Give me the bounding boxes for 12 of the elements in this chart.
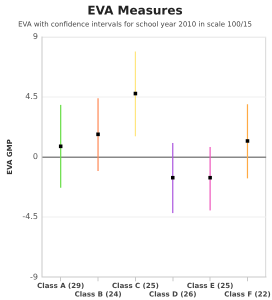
y-tick-label: 4.5 [25,92,38,101]
point [134,92,138,96]
y-tick-label: -4.5 [22,212,38,222]
point [208,176,212,180]
point [96,132,100,136]
y-tick-label: -9 [30,272,38,282]
point [170,176,175,180]
point [58,144,62,148]
y-tick-label: 9 [32,32,38,41]
point [246,139,250,143]
y-tick-label: 0 [32,152,38,162]
chart-title: EVA Measures [87,3,183,18]
